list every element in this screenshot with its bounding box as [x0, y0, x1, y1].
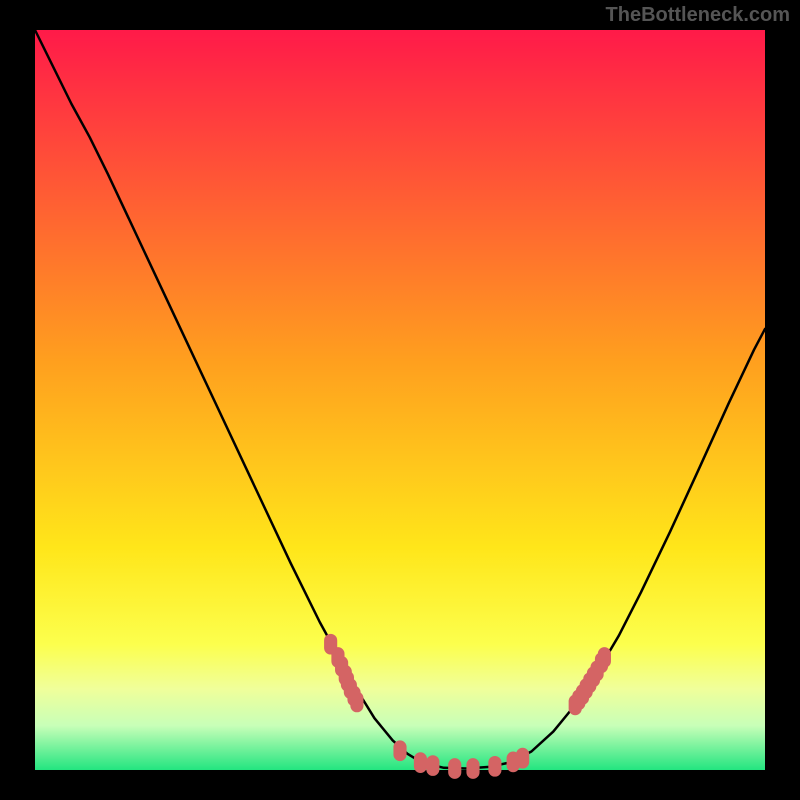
marker-point: [488, 756, 501, 777]
plot-background: [35, 30, 765, 770]
marker-point: [448, 758, 461, 779]
marker-point: [426, 755, 439, 776]
curve-path: [35, 30, 765, 769]
marker-point: [393, 740, 406, 761]
chart-svg: [35, 30, 765, 770]
marker-point: [598, 647, 611, 668]
marker-point: [516, 748, 529, 769]
watermark-text: TheBottleneck.com: [606, 4, 790, 27]
marker-point: [350, 692, 363, 713]
marker-point: [414, 752, 427, 773]
marker-point: [466, 758, 479, 779]
